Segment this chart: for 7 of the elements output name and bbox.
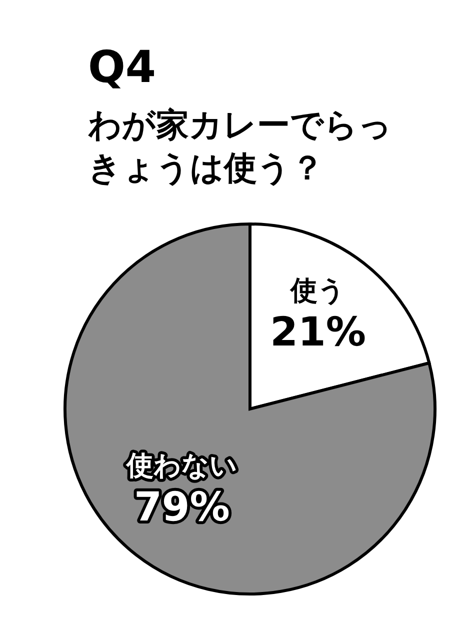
- chart-subtitle: わが家カレーでらっきょうは使う？: [88, 104, 393, 189]
- pie-slice: [64, 222, 436, 596]
- chart-title: Q4: [88, 42, 156, 93]
- data-label: 79%: [134, 484, 230, 531]
- slice-label: 使わない: [125, 450, 238, 482]
- slice-label: 使う: [290, 275, 346, 306]
- data-label: 21%: [270, 309, 366, 356]
